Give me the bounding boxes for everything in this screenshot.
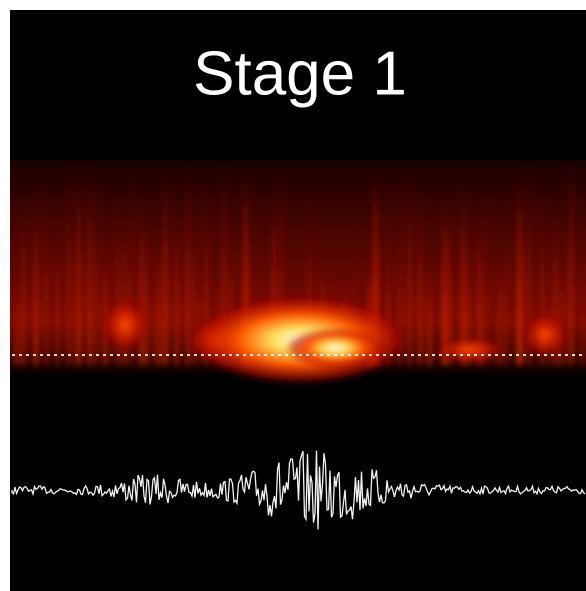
streak (45, 179, 48, 365)
streak (14, 285, 20, 365)
streak (76, 165, 81, 365)
streak (581, 233, 585, 365)
figure: Stage 1 (0, 0, 586, 591)
panel-title: Stage 1 (193, 39, 407, 108)
streak (156, 242, 160, 365)
streak (34, 187, 38, 365)
streak (22, 190, 26, 365)
streak (175, 203, 179, 365)
streak (66, 165, 71, 365)
streak (96, 176, 99, 365)
streak (146, 232, 149, 365)
streak (505, 199, 509, 365)
streak (419, 189, 422, 365)
streak (56, 194, 58, 365)
streak (87, 166, 93, 365)
streak (164, 167, 168, 365)
